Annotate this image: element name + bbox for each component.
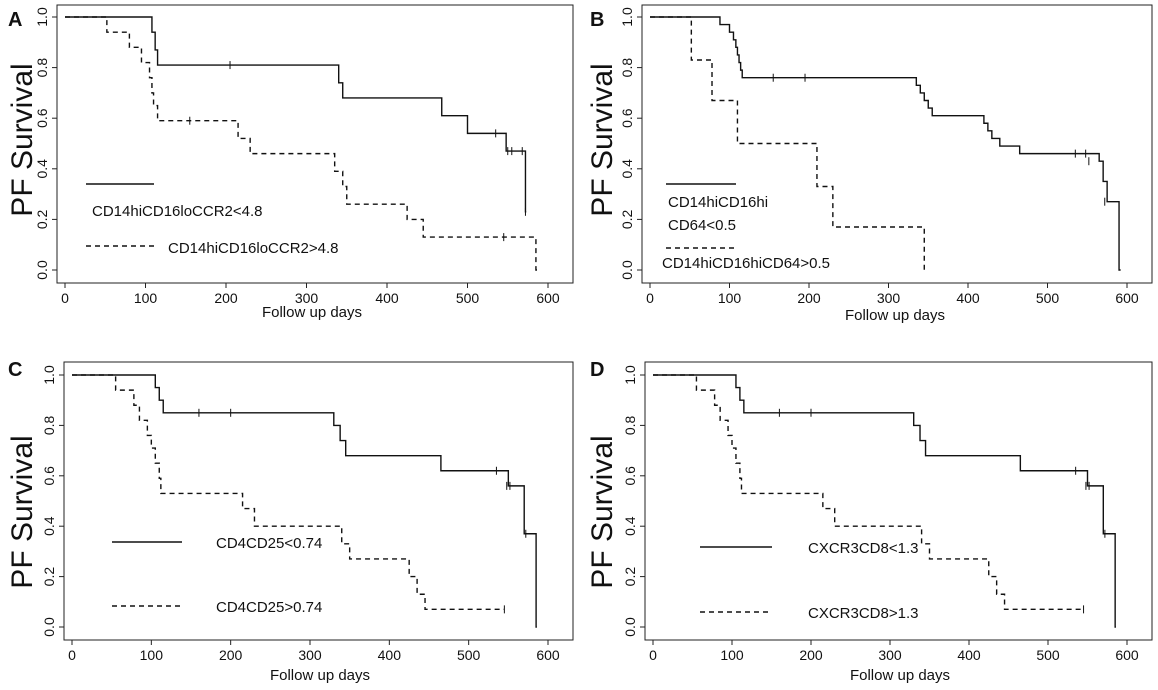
y-tick-label: 0.6 [41,466,57,486]
x-tick-label: 400 [378,647,402,663]
km-series-solid [650,16,1121,271]
x-axis-label: Follow up days [850,667,950,684]
x-tick-label: 400 [375,290,399,306]
y-tick-label: 0.6 [619,108,635,128]
panel-letter: B [590,9,604,31]
km-series-solid [653,374,1116,628]
x-tick-label: 100 [140,647,164,663]
legend-label: CXCR3CD8>1.3 [808,605,918,622]
legend-label: CD14hiCD16hi [668,194,768,211]
x-tick-label: 500 [457,647,481,663]
plot-frame [63,361,574,641]
x-tick-label: 100 [718,290,742,306]
panel-d: D PF Survival Follow up days 0.0 0.2 0.4 0.6 0.… [586,359,1153,684]
y-tick-label: 1.0 [622,365,638,385]
y-tick-label: 0.0 [622,617,638,637]
y-tick-label: 0.2 [619,209,635,229]
x-tick-label: 400 [956,290,980,306]
km-series-dashed [72,374,505,611]
y-tick-label: 0.8 [619,58,635,78]
x-tick-label: 300 [878,647,902,663]
y-tick-label: 0.2 [34,209,50,229]
x-tick-label: 600 [1115,290,1139,306]
y-tick-label: 0.4 [41,516,57,536]
legend-label: CD4CD25>0.74 [216,599,322,616]
x-tick-label: 100 [134,290,158,306]
y-axis-label: PF Survival [586,435,619,588]
y-tick-label: 1.0 [34,7,50,27]
panel-a: A PF Survival Follow up days 0.0 0.2 0.4 0.6 0.… [6,4,574,321]
legend-label: CD14hiCD16loCCR2<4.8 [92,203,263,220]
plot-frame [56,4,574,284]
x-tick-label: 300 [298,647,322,663]
y-tick-label: 0.0 [41,617,57,637]
legend-label: CD14hiCD16hiCD64>0.5 [662,255,830,272]
x-tick-label: 500 [1036,647,1060,663]
x-tick-label: 500 [456,290,480,306]
legend-label: CXCR3CD8<1.3 [808,540,918,557]
panel-letter: A [8,9,22,31]
x-tick-label: 400 [957,647,981,663]
km-series-solid [65,16,527,213]
y-axis-label: PF Survival [6,63,39,216]
x-axis-label: Follow up days [262,304,362,321]
x-tick-label: 200 [799,647,823,663]
y-tick-label: 0.4 [622,516,638,536]
km-series-solid [72,374,537,628]
x-tick-label: 0 [61,290,69,306]
x-tick-label: 300 [877,290,901,306]
y-tick-label: 0.8 [622,415,638,435]
x-tick-label: 0 [646,290,654,306]
x-tick-label: 200 [219,647,243,663]
km-series-dashed [653,374,1084,611]
y-axis-label: PF Survival [6,435,39,588]
panel-c: C PF Survival Follow up days 0.0 0.2 0.4 0.6 0.… [6,359,574,684]
panel-letter: C [8,359,22,381]
y-tick-label: 0.6 [34,108,50,128]
y-tick-label: 0.2 [622,567,638,587]
y-tick-label: 0.0 [34,260,50,280]
x-tick-label: 600 [536,290,560,306]
x-tick-label: 0 [649,647,657,663]
panel-b: B PF Survival Follow up days 0.0 0.2 0.4 0.6 0.… [586,4,1153,324]
x-tick-label: 500 [1036,290,1060,306]
legend-label: CD4CD25<0.74 [216,535,322,552]
plot-frame [644,361,1153,641]
y-tick-label: 0.2 [41,567,57,587]
x-tick-label: 200 [214,290,238,306]
panel-letter: D [590,359,604,381]
x-axis-label: Follow up days [845,307,945,324]
x-tick-label: 300 [295,290,319,306]
y-tick-label: 0.4 [619,159,635,179]
legend-label: CD14hiCD16loCCR2>4.8 [168,240,339,257]
km-series-dashed [65,16,540,271]
x-tick-label: 100 [720,647,744,663]
x-tick-label: 0 [68,647,76,663]
y-tick-label: 0.8 [41,415,57,435]
y-tick-label: 1.0 [619,7,635,27]
x-tick-label: 200 [797,290,821,306]
x-tick-label: 600 [536,647,560,663]
y-tick-label: 0.0 [619,260,635,280]
x-axis-label: Follow up days [270,667,370,684]
y-axis-label: PF Survival [586,63,619,216]
plot-frame [641,4,1153,284]
y-tick-label: 0.4 [34,159,50,179]
y-tick-label: 0.6 [622,466,638,486]
y-tick-label: 0.8 [34,58,50,78]
km-series-dashed [650,16,926,271]
legend-label: CD64<0.5 [668,217,736,234]
x-tick-label: 600 [1115,647,1139,663]
y-tick-label: 1.0 [41,365,57,385]
